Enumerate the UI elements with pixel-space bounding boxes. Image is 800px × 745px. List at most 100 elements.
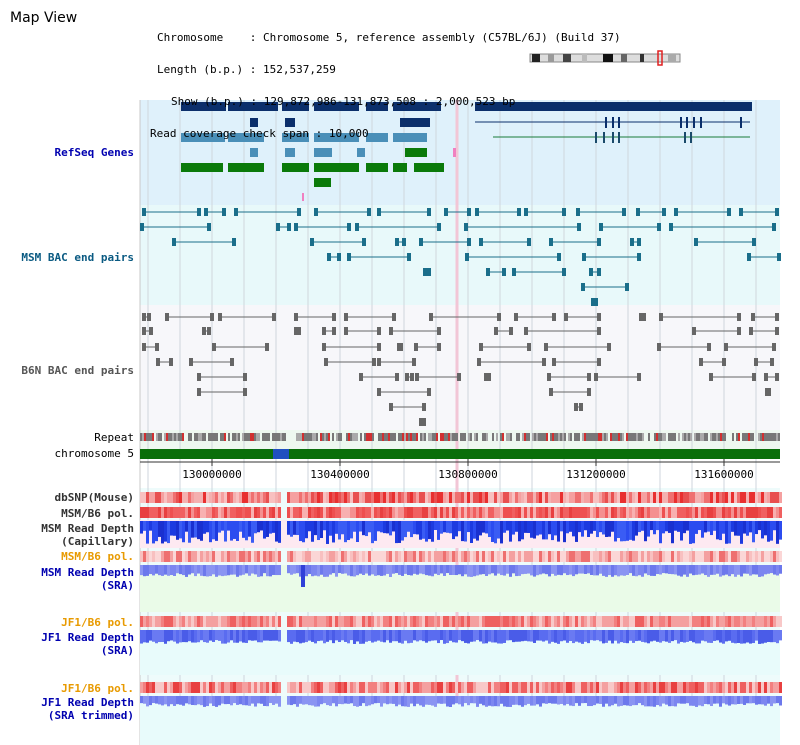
polymorphism-bin xyxy=(599,616,602,627)
gene-exon xyxy=(680,117,682,128)
repeat-feature xyxy=(210,433,212,441)
polymorphism-bin xyxy=(302,507,305,518)
bac-end xyxy=(479,343,483,351)
polymorphism-bin xyxy=(659,507,662,518)
polymorphism-bin xyxy=(524,492,527,503)
polymorphism-bin xyxy=(230,616,233,627)
read-depth-bin xyxy=(746,630,749,643)
track-label-b6n-bac[interactable]: B6N BAC end pairs xyxy=(21,364,134,377)
polymorphism-bin xyxy=(473,507,476,518)
repeat-feature xyxy=(714,433,716,441)
repeat-feature xyxy=(236,433,238,441)
polymorphism-bin xyxy=(230,551,233,562)
polymorphism-bin xyxy=(173,551,176,562)
read-depth-bin xyxy=(728,521,731,544)
read-depth-bin xyxy=(647,565,650,576)
polymorphism-bin xyxy=(494,616,497,627)
polymorphism-bin xyxy=(662,507,665,518)
polymorphism-bin xyxy=(776,682,779,693)
read-depth-bin xyxy=(215,565,218,577)
polymorphism-bin xyxy=(512,507,515,518)
read-depth-bin xyxy=(443,565,446,576)
bac-end xyxy=(594,373,598,381)
bac-end xyxy=(770,358,774,366)
polymorphism-bin xyxy=(596,492,599,503)
repeat-feature xyxy=(746,433,748,441)
read-depth-bin xyxy=(530,521,533,538)
read-depth-bin xyxy=(224,696,227,705)
read-depth-bin xyxy=(428,630,431,642)
polymorphism-bin xyxy=(665,551,668,562)
polymorphism-bin xyxy=(536,507,539,518)
polymorphism-bin xyxy=(371,492,374,503)
polymorphism-bin xyxy=(518,507,521,518)
bac-end xyxy=(597,238,601,246)
read-depth-bin xyxy=(323,565,326,577)
polymorphism-bin xyxy=(272,507,275,518)
polymorphism-bin xyxy=(455,492,458,503)
bac-end xyxy=(467,238,471,246)
read-depth-bin xyxy=(602,521,605,535)
read-depth-bin xyxy=(629,565,632,574)
read-depth-bin xyxy=(503,630,506,643)
repeat-feature xyxy=(524,433,526,441)
read-depth-bin xyxy=(569,521,572,532)
read-depth-bin xyxy=(416,630,419,642)
read-depth-bin xyxy=(374,521,377,541)
polymorphism-bin xyxy=(554,616,557,627)
repeat-feature xyxy=(470,433,472,441)
read-depth-bin xyxy=(614,630,617,641)
gene-model xyxy=(314,163,359,172)
repeat-feature xyxy=(502,433,504,441)
repeat-feature xyxy=(518,433,520,441)
polymorphism-bin xyxy=(503,492,506,503)
read-depth-bin xyxy=(200,521,203,541)
read-depth-bin xyxy=(695,696,698,707)
repeat-feature xyxy=(696,433,698,441)
bac-end xyxy=(377,343,381,351)
read-depth-bin xyxy=(674,630,677,641)
read-depth-bin xyxy=(301,565,305,587)
polymorphism-bin xyxy=(494,551,497,562)
polymorphism-bin xyxy=(530,616,533,627)
polymorphism-bin xyxy=(674,682,677,693)
track-label-msm-bac[interactable]: MSM BAC end pairs xyxy=(21,251,134,264)
polymorphism-bin xyxy=(488,616,491,627)
read-depth-bin xyxy=(236,565,239,577)
read-depth-bin xyxy=(695,521,698,534)
polymorphism-bin xyxy=(146,551,149,562)
polymorphism-bin xyxy=(524,507,527,518)
track-label-refseq[interactable]: RefSeq Genes xyxy=(54,146,134,159)
read-depth-bin xyxy=(167,630,170,642)
read-depth-bin xyxy=(779,696,782,706)
polymorphism-bin xyxy=(635,492,638,503)
polymorphism-bin xyxy=(731,507,734,518)
read-depth-bin xyxy=(548,565,551,577)
polymorphism-bin xyxy=(158,551,161,562)
read-depth-bin xyxy=(749,521,752,533)
polymorphism-bin xyxy=(725,682,728,693)
ideogram-position xyxy=(657,50,663,66)
read-depth-bin xyxy=(275,565,278,576)
read-depth-bin xyxy=(386,565,389,574)
repeat-feature xyxy=(492,433,494,441)
read-depth-bin xyxy=(317,521,320,541)
polymorphism-bin xyxy=(308,492,311,503)
polymorphism-bin xyxy=(641,616,644,627)
read-depth-bin xyxy=(257,696,260,704)
polymorphism-bin xyxy=(197,492,200,503)
read-depth-bin xyxy=(404,521,407,538)
polymorphism-bin xyxy=(743,616,746,627)
bac-end xyxy=(542,358,546,366)
read-depth-bin xyxy=(398,696,401,705)
polymorphism-bin xyxy=(503,551,506,562)
read-depth-bin xyxy=(614,521,617,542)
polymorphism-bin xyxy=(677,507,680,518)
polymorphism-bin xyxy=(335,616,338,627)
polymorphism-bin xyxy=(479,551,482,562)
polymorphism-bin xyxy=(245,507,248,518)
polymorphism-bin xyxy=(503,616,506,627)
polymorphism-bin xyxy=(587,682,590,693)
polymorphism-bin xyxy=(209,492,212,503)
